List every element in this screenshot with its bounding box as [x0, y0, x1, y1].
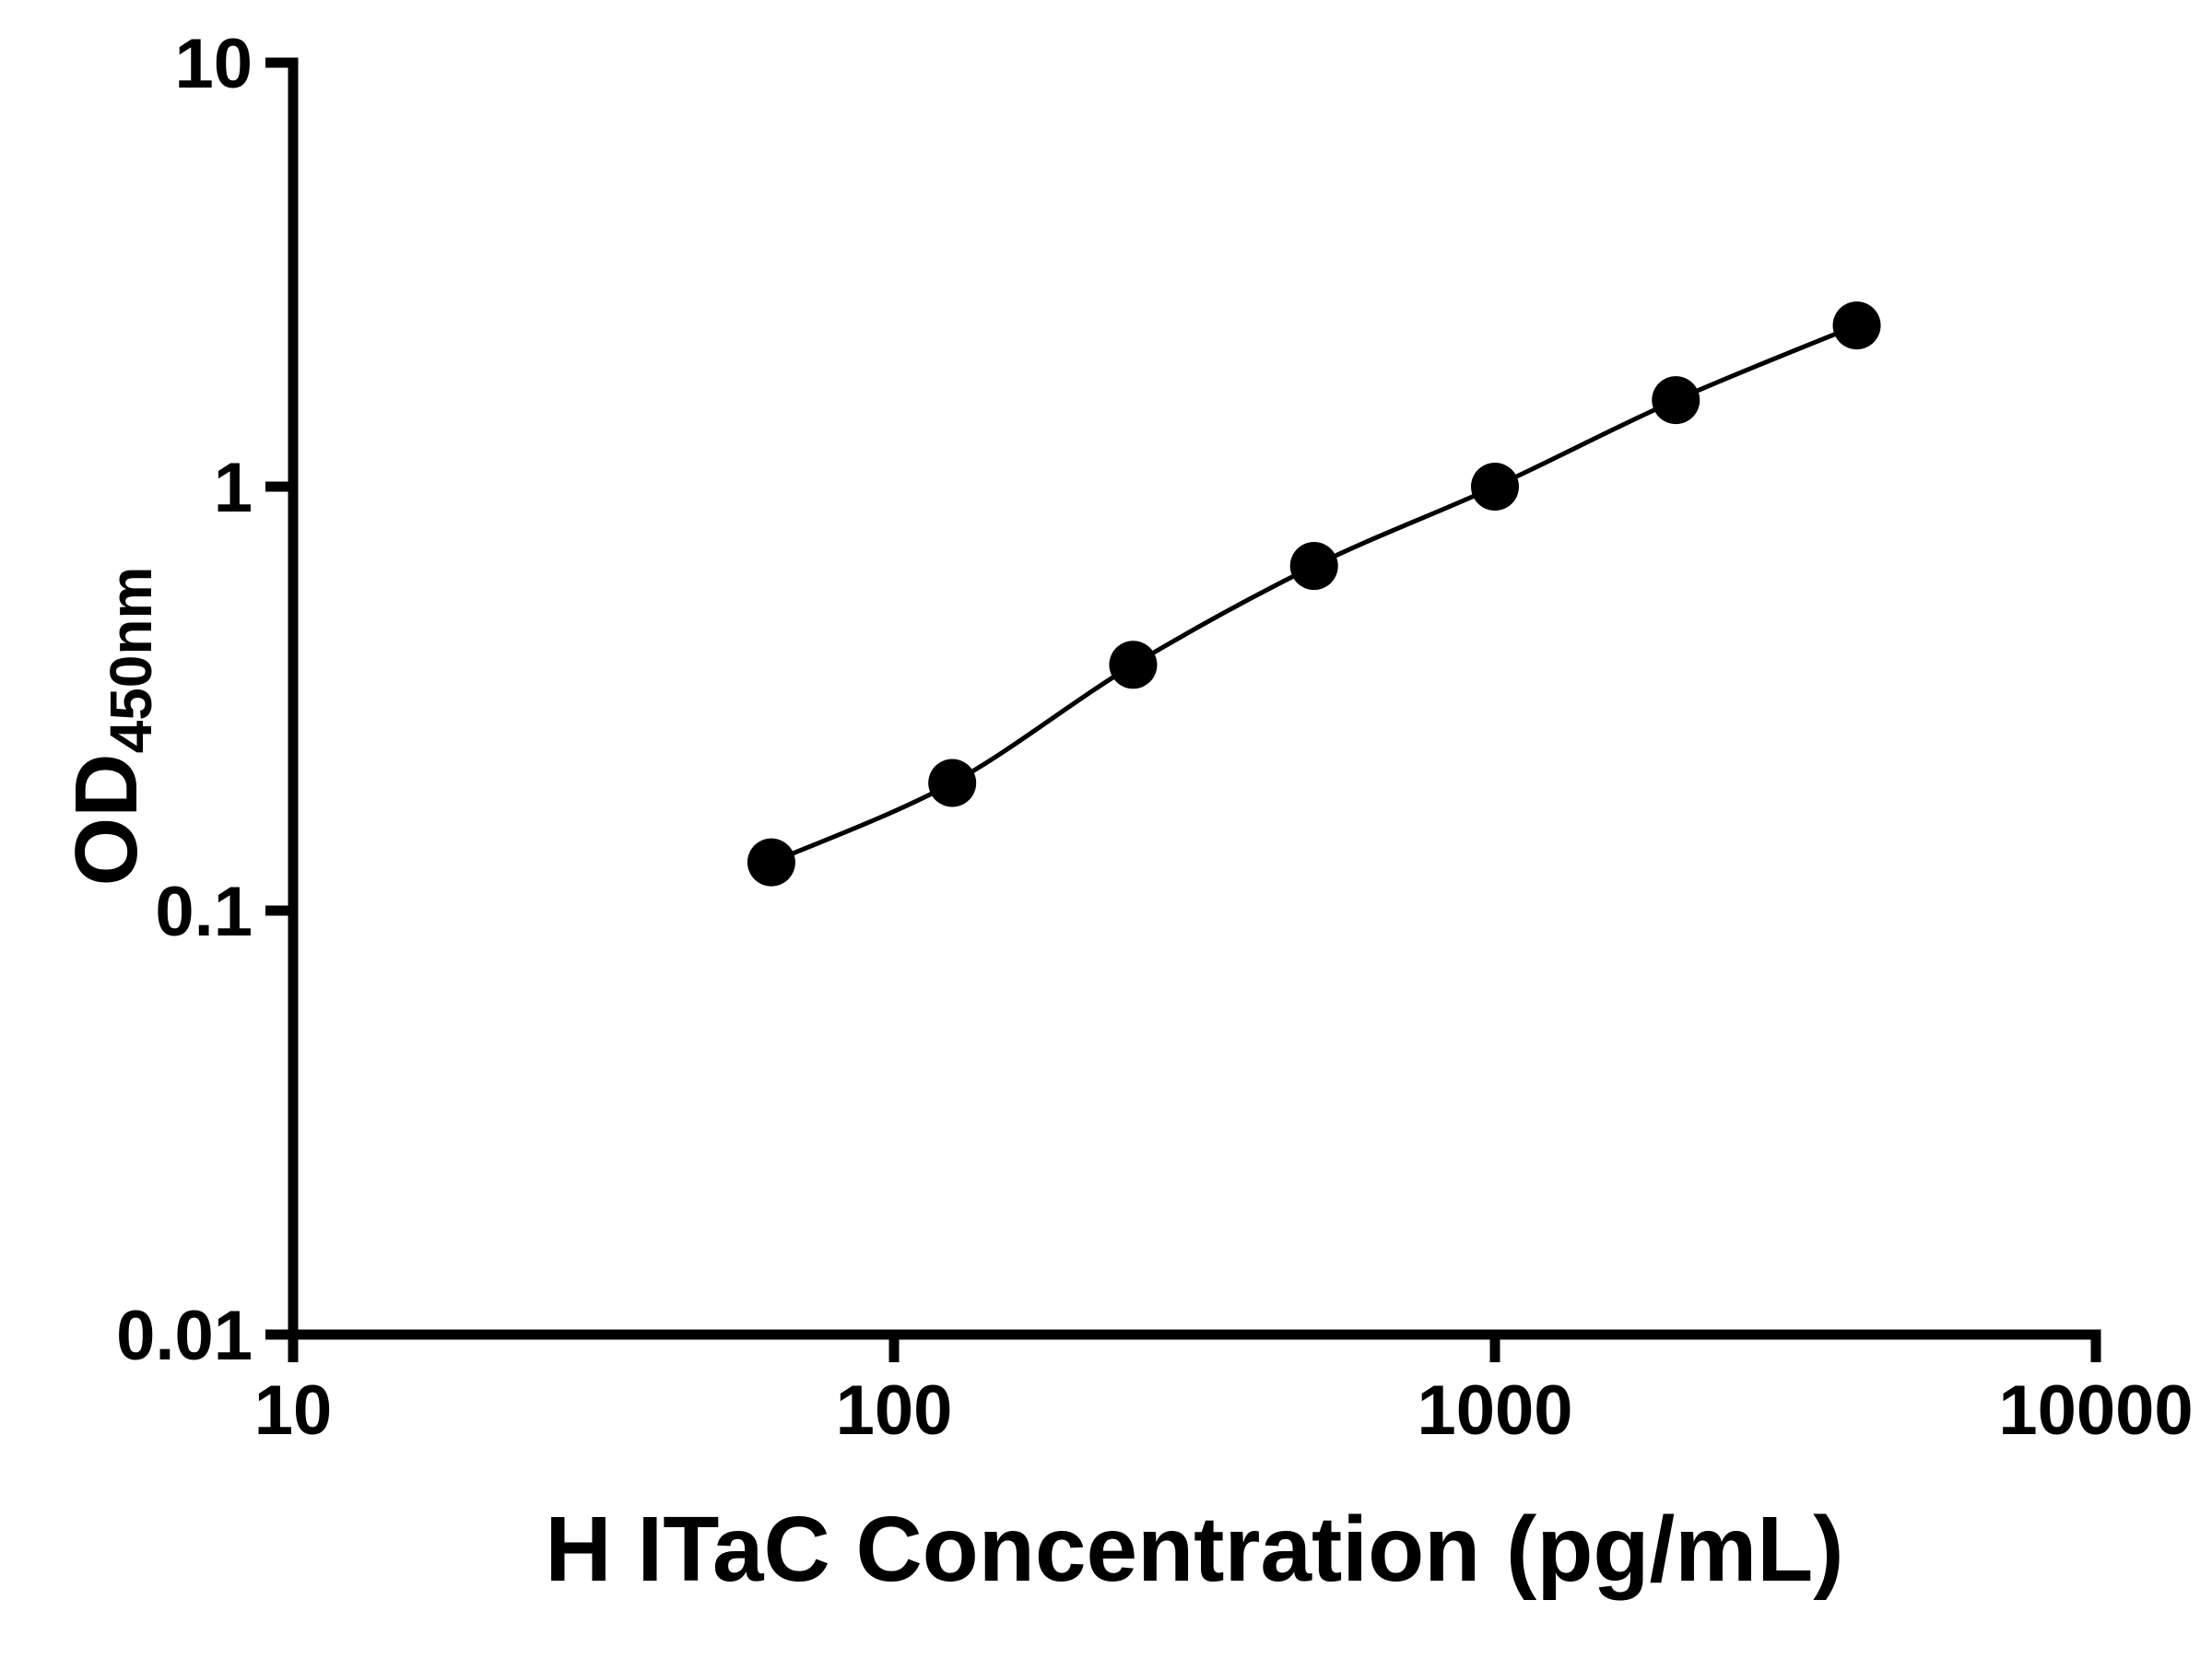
y-tick-label: 10 [174, 25, 253, 103]
y-tick-label: 0.01 [116, 1297, 253, 1375]
data-point-marker [1289, 542, 1338, 591]
data-point-marker [928, 759, 977, 807]
y-tick-label: 0.1 [155, 873, 253, 951]
data-point-marker [1652, 376, 1700, 425]
y-tick-label: 1 [214, 449, 253, 527]
x-tick-label: 100 [836, 1371, 953, 1450]
data-point-marker [1471, 463, 1519, 511]
data-point-marker [1109, 641, 1158, 689]
x-axis-title-text: H ITaC Concentration (pg/mL) [545, 1498, 1844, 1601]
y-axis-title-main: OD [57, 753, 156, 887]
x-tick-label: 10000 [1998, 1371, 2193, 1450]
x-axis-title: H ITaC Concentration (pg/mL) [293, 1497, 2096, 1603]
y-axis-title-subscript: 450nm [98, 566, 164, 754]
x-tick-label: 10 [254, 1371, 333, 1450]
x-tick-label: 1000 [1417, 1371, 1572, 1450]
y-axis-title: OD450nm [56, 567, 164, 887]
data-point-marker [747, 838, 795, 887]
data-point-marker [1832, 301, 1881, 350]
